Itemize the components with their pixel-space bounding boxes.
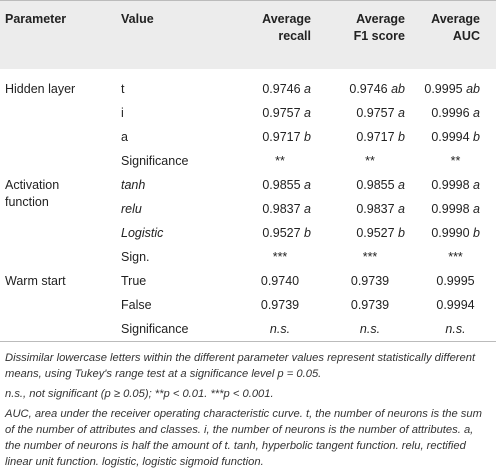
auc-cell: 0.9995 xyxy=(436,274,475,288)
value-cell: Significance xyxy=(121,154,189,168)
f1-cell: ** xyxy=(365,154,375,168)
footnote-abbreviations: AUC, area under the receiver operating c… xyxy=(5,408,482,468)
value-cell: True xyxy=(121,274,147,288)
header-auc: Average AUC xyxy=(415,0,496,69)
table-row: Significance n.s. n.s. n.s. xyxy=(0,317,496,341)
f1-cell: 0.9739 xyxy=(350,298,390,312)
f1-cell: *** xyxy=(362,250,378,264)
value-cell: Logistic xyxy=(121,226,164,240)
auc-cell: 0.9994 xyxy=(436,298,475,312)
header-recall: Average recall xyxy=(235,0,325,69)
recall-cell: 0.9837 a xyxy=(262,202,311,216)
table-row: relu 0.9837 a 0.9837 a 0.9998 a xyxy=(0,197,496,221)
footnote-significance-letters: Dissimilar lowercase letters within the … xyxy=(5,352,476,380)
group-label-hidden-layer: Hidden layer xyxy=(5,82,76,96)
header-value: Value xyxy=(115,0,235,69)
recall-cell: 0.9757 a xyxy=(262,106,311,120)
recall-cell: 0.9740 xyxy=(260,274,300,288)
recall-cell: 0.9855 a xyxy=(262,178,311,192)
auc-cell: 0.9994 b xyxy=(431,130,480,144)
recall-cell: 0.9717 b xyxy=(262,130,311,144)
recall-cell: *** xyxy=(272,250,288,264)
f1-cell: 0.9746 ab xyxy=(349,82,405,96)
auc-cell: ** xyxy=(450,154,461,168)
header-parameter: Parameter xyxy=(0,0,115,69)
f1-cell: 0.9527 b xyxy=(356,226,405,240)
table-row: Sign. *** *** *** xyxy=(0,245,496,269)
value-cell: relu xyxy=(121,202,142,216)
value-cell: i xyxy=(121,106,124,120)
footnote-significance-levels: n.s., not significant (p ≥ 0.05); **p < … xyxy=(5,388,274,400)
table-row: Logistic 0.9527 b 0.9527 b 0.9990 b xyxy=(0,221,496,245)
f1-cell: 0.9837 a xyxy=(356,202,405,216)
table-row: i 0.9757 a 0.9757 a 0.9996 a xyxy=(0,101,496,125)
auc-cell: 0.9995 ab xyxy=(424,82,480,96)
auc-cell: 0.9998 a xyxy=(431,202,480,216)
table-row: Significance ** ** ** xyxy=(0,149,496,173)
table-row: a 0.9717 b 0.9717 b 0.9994 b xyxy=(0,125,496,149)
value-cell: Sign. xyxy=(121,250,150,264)
auc-cell: 0.9996 a xyxy=(431,106,480,120)
value-cell: False xyxy=(121,298,152,312)
auc-cell: 0.9998 a xyxy=(431,178,480,192)
value-cell: a xyxy=(121,130,128,144)
results-table: Parameter Value Average recall Average F1 … xyxy=(0,0,496,341)
recall-cell: ** xyxy=(275,154,285,168)
group-label-warm-start: Warm start xyxy=(5,274,66,288)
value-cell: t xyxy=(121,82,125,96)
auc-cell: 0.9990 b xyxy=(431,226,480,240)
results-table-container: Parameter Value Average recall Average F1 … xyxy=(0,0,496,341)
f1-cell: 0.9757 a xyxy=(356,106,405,120)
f1-cell: 0.9739 xyxy=(350,274,390,288)
group-label-activation-function: Activation function xyxy=(5,178,60,209)
header-row: Parameter Value Average recall Average F1 … xyxy=(0,0,496,69)
value-cell: tanh xyxy=(121,178,146,192)
f1-cell: 0.9717 b xyxy=(356,130,405,144)
table-row: Warm start True 0.9740 0.9739 0.9995 xyxy=(0,269,496,293)
recall-cell: 0.9739 xyxy=(260,298,300,312)
auc-cell: n.s. xyxy=(445,322,466,336)
auc-cell: *** xyxy=(448,250,463,264)
table-row: False 0.9739 0.9739 0.9994 xyxy=(0,293,496,317)
recall-cell: n.s. xyxy=(269,322,291,336)
table-row: Activation function tanh 0.9855 a 0.9855 … xyxy=(0,173,496,209)
f1-cell: 0.9855 a xyxy=(356,178,405,192)
header-f1: Average F1 score xyxy=(325,0,415,69)
recall-cell: 0.9527 b xyxy=(262,226,311,240)
recall-cell: 0.9746 a xyxy=(262,82,311,96)
table-footnotes: Dissimilar lowercase letters within the … xyxy=(0,341,496,474)
value-cell: Significance xyxy=(121,322,189,336)
f1-cell: n.s. xyxy=(359,322,381,336)
table-row: Hidden layer t 0.9746 a 0.9746 ab 0.9995… xyxy=(0,69,496,101)
